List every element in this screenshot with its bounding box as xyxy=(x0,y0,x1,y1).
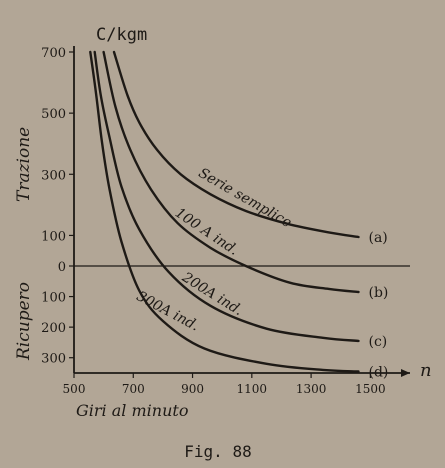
x-tick-label: 1100 xyxy=(237,382,268,396)
x-tick-label: 1300 xyxy=(296,382,327,396)
x-tick-label: 500 xyxy=(63,382,86,396)
x-axis-symbol: n xyxy=(420,360,432,381)
y-tick-label: 700 xyxy=(41,46,66,61)
y-tick-label: 500 xyxy=(41,107,66,122)
series-tag-100a-ind: (b) xyxy=(369,285,389,301)
series-line-300a-ind xyxy=(89,50,360,373)
series-label-serie-semplice: Serie semplice xyxy=(196,165,295,231)
plot-area: 700 500 300 100 0 100 200 300 500 700 900 1100 1300… xyxy=(41,46,410,396)
series-label-300a-ind: 300A ind. xyxy=(134,288,202,334)
series-line-200a-ind xyxy=(93,50,360,343)
y-tick-label: 200 xyxy=(41,321,66,336)
x-tick-label: 900 xyxy=(181,382,204,396)
x-tick-label: 700 xyxy=(122,382,145,396)
x-axis-label: Giri al minuto xyxy=(76,401,188,420)
series-tag-200a-ind: (c) xyxy=(369,334,388,350)
x-axis-arrow xyxy=(401,369,410,377)
y-tick-label: 300 xyxy=(41,168,66,183)
series-line-serie-semplice xyxy=(112,50,360,239)
x-tick-label: 1500 xyxy=(355,382,386,396)
region-label-recovery: Ricupero xyxy=(14,282,34,361)
series-tag-serie-semplice: (a) xyxy=(369,230,388,246)
series-label-100a-ind: 100 A ind. xyxy=(172,205,241,259)
series-label-200a-ind: 200A ind. xyxy=(178,269,245,319)
y-tick-label: 100 xyxy=(41,291,66,306)
series-line-100a-ind xyxy=(102,50,360,294)
y-tick-label: 100 xyxy=(41,229,66,244)
y-axis-label: C/kgm xyxy=(96,25,147,45)
y-tick-label: 300 xyxy=(41,352,66,367)
y-axis-ticks: 700 500 300 100 0 100 200 300 xyxy=(41,46,74,367)
figure-caption: Fig. 88 xyxy=(184,442,251,461)
x-axis-ticks: 500 700 900 1100 1300 1500 xyxy=(63,373,386,396)
y-tick-label: 0 xyxy=(58,260,66,275)
curves-group: Serie semplice (a) 100 A ind. (b) 200A ind. (… xyxy=(89,50,389,380)
region-label-traction: Trazione xyxy=(14,127,34,202)
